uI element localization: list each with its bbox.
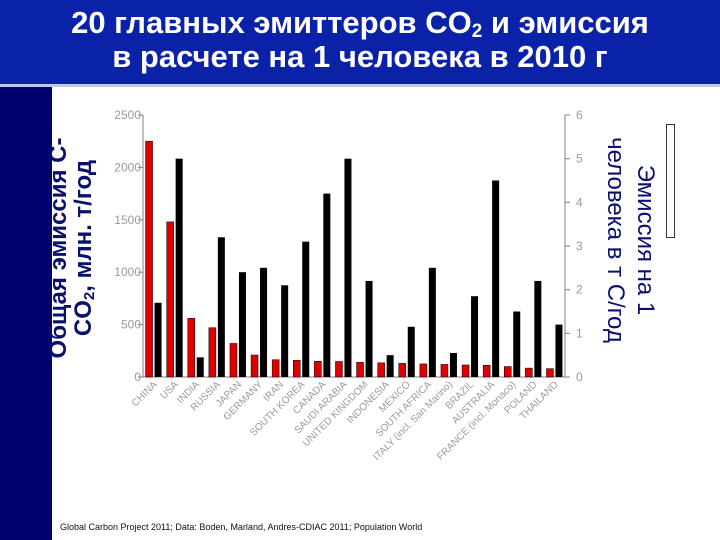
bar-per-capita-emission xyxy=(217,237,225,377)
footer-line1: Global Carbon Project 2011; Data: Boden,… xyxy=(60,522,423,532)
y-right-tick-label: 4 xyxy=(576,195,583,209)
y-left-tick-label: 1500 xyxy=(114,213,141,227)
footer-source: Global Carbon Project 2011; Data: Boden,… xyxy=(60,522,422,532)
bar-per-capita-emission xyxy=(154,302,162,377)
bar-total-emission xyxy=(208,327,217,378)
bar-total-emission xyxy=(145,140,153,378)
bar-total-emission xyxy=(187,318,195,378)
y-left-title-line2-pre: CO xyxy=(70,300,97,337)
bar-per-capita-emission xyxy=(238,272,246,377)
bar-per-capita-emission xyxy=(281,285,289,377)
bar-total-emission xyxy=(250,354,259,378)
bar-total-emission xyxy=(461,364,470,378)
bar-total-emission xyxy=(525,367,533,378)
bar-total-emission xyxy=(504,366,512,378)
plot-background xyxy=(0,87,720,540)
bar-per-capita-emission xyxy=(196,357,204,377)
title-line2: в расчете на 1 человека в 2010 г xyxy=(112,39,608,74)
bar-total-emission xyxy=(398,363,406,378)
y-right-title-line1: Эмиссия на 1 xyxy=(632,164,659,316)
title-band xyxy=(0,0,720,87)
bar-per-capita-emission xyxy=(323,193,331,377)
legend-swatch xyxy=(666,124,675,238)
y-right-tick-label: 0 xyxy=(576,370,583,384)
bar-total-emission xyxy=(419,363,428,378)
chart-title: 20 главных эмиттеров CO2 и эмиссия в рас… xyxy=(0,6,720,74)
title-sub: 2 xyxy=(471,21,483,42)
bar-total-emission xyxy=(271,359,280,378)
bar-per-capita-emission xyxy=(555,324,563,377)
bar-per-capita-emission xyxy=(302,241,310,377)
y-right-tick-label: 3 xyxy=(576,239,583,253)
bar-total-emission xyxy=(293,359,301,378)
bar-total-emission xyxy=(482,365,491,378)
bar-per-capita-emission xyxy=(175,158,183,377)
y-left-tick-label: 2500 xyxy=(114,108,141,122)
bar-per-capita-emission xyxy=(428,267,436,377)
y-left-tick-label: 1000 xyxy=(114,265,141,279)
bar-total-emission xyxy=(546,368,554,378)
y-left-tick-label: 500 xyxy=(121,318,141,332)
bar-per-capita-emission xyxy=(386,355,394,377)
y-left-tick-label: 2000 xyxy=(114,160,141,174)
title-line1-end: и эмиссия xyxy=(482,5,649,40)
bar-per-capita-emission xyxy=(344,158,352,377)
bar-per-capita-emission xyxy=(260,267,268,377)
y-right-tick-label: 5 xyxy=(576,152,583,166)
bar-per-capita-emission xyxy=(513,311,521,377)
bar-total-emission xyxy=(440,364,449,378)
y-right-tick-label: 2 xyxy=(576,283,583,297)
y-left-tick-label: 0 xyxy=(134,370,141,384)
bar-per-capita-emission xyxy=(471,296,479,377)
y-axis-right-title: Эмиссия на 1 человека в т С/год xyxy=(600,137,660,343)
title-line1: 20 главных эмиттеров CO xyxy=(71,5,472,40)
y-right-title-line2: человека в т С/год xyxy=(602,137,629,343)
bar-total-emission xyxy=(314,361,322,378)
bar-total-emission xyxy=(335,361,343,378)
bar-per-capita-emission xyxy=(449,352,457,377)
bar-per-capita-emission xyxy=(534,280,542,377)
bar-total-emission xyxy=(377,362,385,378)
bar-total-emission xyxy=(356,362,364,378)
bar-per-capita-emission xyxy=(492,180,500,377)
bar-total-emission xyxy=(229,343,238,378)
y-axis-left-title: Общая эмиссия С- CO2, млн. т/год xyxy=(45,137,98,359)
y-left-title-sub: 2 xyxy=(81,291,98,301)
y-right-tick-label: 6 xyxy=(576,108,583,122)
bar-per-capita-emission xyxy=(407,326,415,377)
y-left-title-line1: Общая эмиссия С- xyxy=(45,137,72,359)
bar-total-emission xyxy=(166,221,174,378)
y-left-title-line2-post: , млн. т/год xyxy=(70,159,97,292)
left-strip xyxy=(0,87,52,540)
bar-per-capita-emission xyxy=(365,280,373,377)
y-right-tick-label: 1 xyxy=(576,326,583,340)
